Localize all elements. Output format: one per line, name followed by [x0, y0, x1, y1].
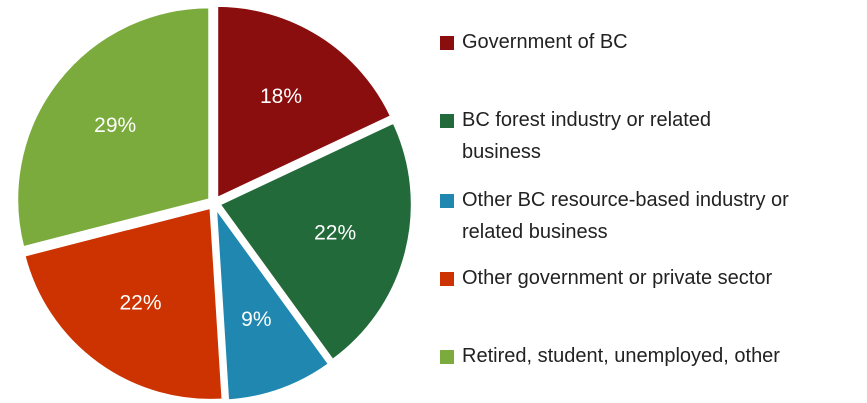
legend-item: Other government or private sector: [440, 262, 867, 294]
pie-slice: [23, 206, 224, 401]
pie-slice: [214, 205, 331, 402]
legend-label: BC forest industry or related business: [462, 109, 711, 163]
legend-swatch: [440, 350, 454, 364]
pie: 18% 22% 9% 22% 29%: [16, 4, 413, 402]
data-label: 29%: [94, 114, 136, 137]
legend-swatch: [440, 114, 454, 128]
legend-swatch: [440, 272, 454, 286]
legend-item: Other BC resource-based industry or rela…: [440, 184, 822, 248]
legend-label: Other BC resource-based industry or rela…: [462, 189, 789, 243]
data-label: 18%: [260, 85, 302, 108]
legend-label: Other government or private sector: [462, 267, 773, 289]
legend-item: Government of BC: [440, 26, 862, 58]
legend-swatch: [440, 194, 454, 208]
pie-slice: [218, 121, 413, 362]
data-label: 22%: [119, 292, 161, 315]
data-label: 9%: [241, 308, 271, 331]
legend-label: Government of BC: [462, 31, 628, 53]
legend-item: Retired, student, unemployed, other: [440, 340, 792, 372]
legend-label: Retired, student, unemployed, other: [462, 345, 780, 367]
pie-slice: [16, 6, 211, 249]
data-label: 22%: [314, 222, 356, 245]
legend-item: BC forest industry or related business: [440, 104, 782, 168]
legend-swatch: [440, 36, 454, 50]
pie-slice: [216, 4, 393, 200]
